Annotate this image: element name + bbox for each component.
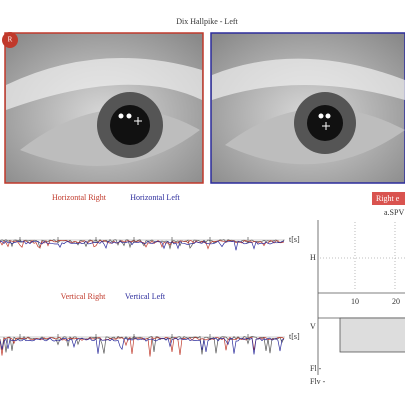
eye-button[interactable] bbox=[372, 192, 405, 205]
trace-line bbox=[0, 239, 285, 250]
eye-button-label[interactable]: Right e bbox=[376, 194, 400, 203]
left-video: R bbox=[2, 32, 204, 184]
title: Dix Hallpike - Left bbox=[176, 17, 238, 26]
row-label: Flv - bbox=[310, 377, 326, 386]
horizontal-trace bbox=[0, 237, 285, 251]
trace-line bbox=[0, 336, 285, 357]
legend-vertical-left: Vertical Left bbox=[125, 292, 166, 301]
badge: R bbox=[8, 36, 13, 44]
axis-label: t[s] bbox=[289, 235, 300, 244]
spv-plot bbox=[317, 220, 405, 375]
legend-horizontal-right: Horizontal Right bbox=[52, 193, 107, 202]
v-axis-label: V bbox=[310, 322, 316, 331]
right-video bbox=[210, 32, 405, 184]
trace-line bbox=[0, 335, 285, 355]
vertical-trace bbox=[0, 334, 285, 357]
legend-vertical-right: Vertical Right bbox=[61, 292, 106, 301]
h-axis-label: H bbox=[310, 253, 316, 262]
x-tick-label: 20 bbox=[392, 297, 400, 306]
trace-line bbox=[0, 337, 285, 355]
trace-line bbox=[0, 240, 285, 251]
legend-horizontal-left: Horizontal Left bbox=[130, 193, 180, 202]
row-label: Fl - bbox=[310, 364, 322, 373]
axis-label: t[s] bbox=[289, 332, 300, 341]
panel-label: a.SPV bbox=[384, 208, 404, 217]
x-tick-label: 10 bbox=[351, 297, 359, 306]
